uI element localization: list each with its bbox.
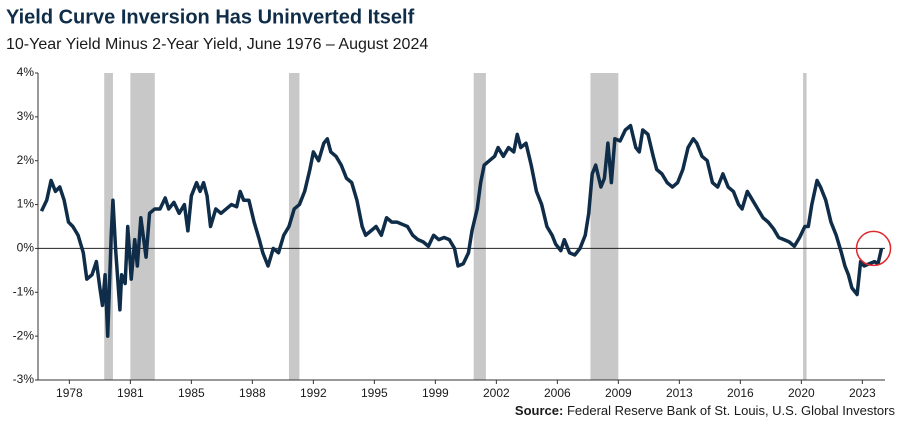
y-tick-label: 3% <box>17 109 35 123</box>
x-tick-label: 1981 <box>117 386 144 400</box>
x-tick-label: 1988 <box>239 386 266 400</box>
x-tick-label: 1992 <box>300 386 327 400</box>
x-tick-label: 2016 <box>727 386 754 400</box>
x-tick-label: 1999 <box>422 386 449 400</box>
recession-band <box>288 73 300 380</box>
source-text: Federal Reserve Bank of St. Louis, U.S. … <box>567 403 896 418</box>
x-tick-label: 2002 <box>483 386 510 400</box>
x-tick-label: 2023 <box>849 386 876 400</box>
y-tick-label: 0% <box>17 241 35 255</box>
recession-band <box>473 73 486 380</box>
x-tick-label: 1985 <box>178 386 205 400</box>
y-tick-label: 1% <box>17 197 35 211</box>
source: Source: Federal Reserve Bank of St. Loui… <box>515 403 896 418</box>
series-line <box>39 123 884 338</box>
y-tick-label: 4% <box>17 65 35 79</box>
chart-title: Yield Curve Inversion Has Uninverted Its… <box>6 6 415 28</box>
y-tick-label: -2% <box>13 328 35 342</box>
y-tick-label: -1% <box>13 284 35 298</box>
recession-band <box>104 73 113 380</box>
x-tick-label: 2020 <box>788 386 815 400</box>
x-tick-label: 1978 <box>56 386 83 400</box>
y-tick-label: -3% <box>13 372 35 386</box>
highlight-circle <box>855 230 892 267</box>
source-label: Source: <box>515 403 563 418</box>
recession-band <box>590 73 619 380</box>
x-tick-label: 1995 <box>361 386 388 400</box>
chart-subtitle: 10-Year Yield Minus 2-Year Yield, June 1… <box>6 36 428 53</box>
x-tick-label: 2006 <box>544 386 571 400</box>
y-tick-label: 2% <box>17 153 35 167</box>
x-tick-label: 2013 <box>666 386 693 400</box>
x-tick-label: 2009 <box>605 386 632 400</box>
